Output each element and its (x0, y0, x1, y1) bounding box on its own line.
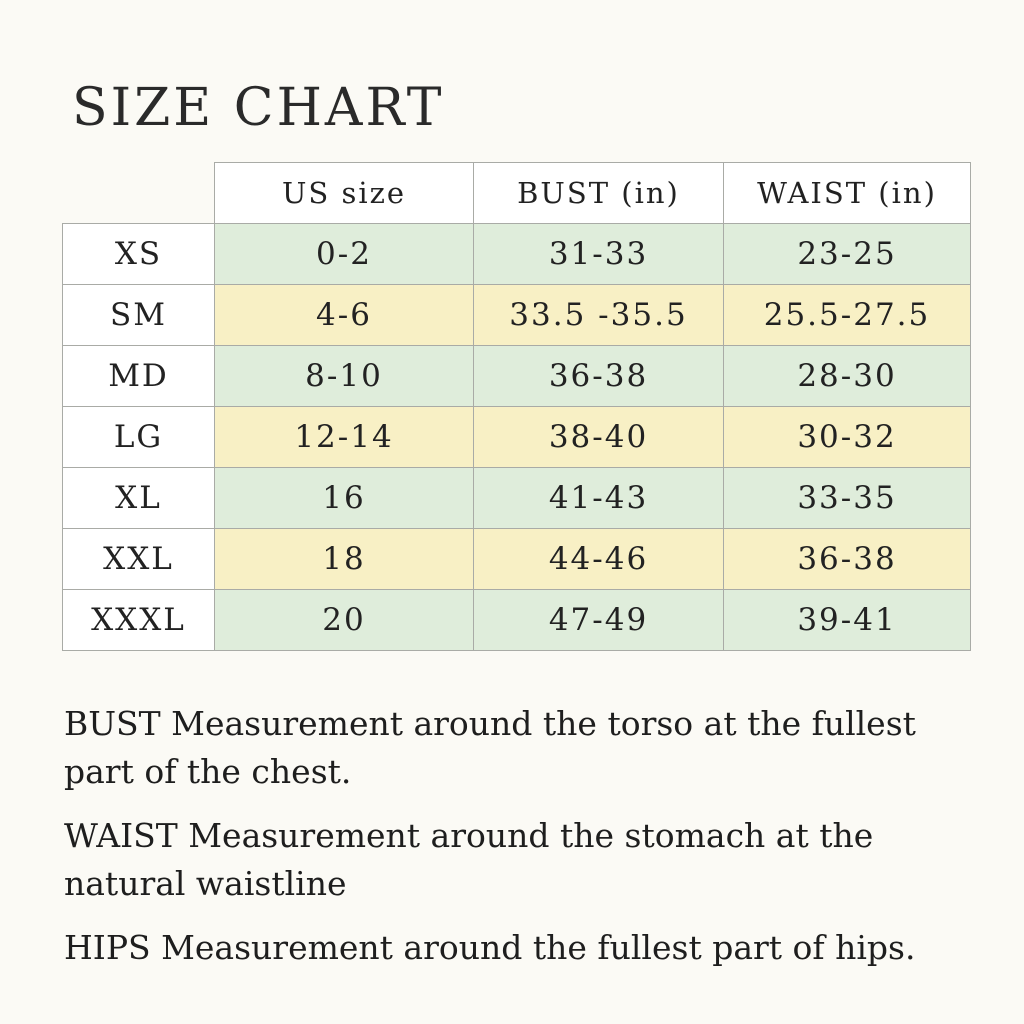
header-us-size: US size (214, 162, 474, 224)
bust-cell: 47-49 (473, 589, 724, 651)
bust-cell: 33.5 -35.5 (473, 284, 724, 346)
measurement-notes: BUST Measurement around the torso at the… (64, 700, 994, 988)
bust-cell: 31-33 (473, 223, 724, 285)
size-cell: SM (62, 284, 215, 346)
waist-cell: 23-25 (723, 223, 971, 285)
bust-cell: 36-38 (473, 345, 724, 407)
us-size-cell: 4-6 (214, 284, 474, 346)
bust-cell: 44-46 (473, 528, 724, 590)
us-size-cell: 18 (214, 528, 474, 590)
note-bust: BUST Measurement around the torso at the… (64, 704, 916, 791)
size-cell: XXL (62, 528, 215, 590)
size-cell: XS (62, 223, 215, 285)
bust-cell: 41-43 (473, 467, 724, 529)
size-cell: XL (62, 467, 215, 529)
page-title: SIZE CHART (72, 78, 445, 138)
us-size-cell: 0-2 (214, 223, 474, 285)
us-size-cell: 16 (214, 467, 474, 529)
table-header-row: US size BUST (in) WAIST (in) (62, 162, 971, 224)
note-waist: WAIST Measurement around the stomach at … (64, 816, 874, 903)
table-row: XXL 18 44-46 36-38 (62, 528, 971, 590)
table-row: XS 0-2 31-33 23-25 (62, 223, 971, 285)
table-row: MD 8-10 36-38 28-30 (62, 345, 971, 407)
waist-cell: 36-38 (723, 528, 971, 590)
size-cell: LG (62, 406, 215, 468)
note-hips: HIPS Measurement around the fullest part… (64, 928, 916, 967)
bust-cell: 38-40 (473, 406, 724, 468)
table-row: XL 16 41-43 33-35 (62, 467, 971, 529)
size-cell: XXXL (62, 589, 215, 651)
waist-cell: 39-41 (723, 589, 971, 651)
waist-cell: 25.5-27.5 (723, 284, 971, 346)
waist-cell: 28-30 (723, 345, 971, 407)
size-cell: MD (62, 345, 215, 407)
table-row: XXXL 20 47-49 39-41 (62, 589, 971, 651)
table-row: SM 4-6 33.5 -35.5 25.5-27.5 (62, 284, 971, 346)
waist-cell: 30-32 (723, 406, 971, 468)
table-row: LG 12-14 38-40 30-32 (62, 406, 971, 468)
header-waist: WAIST (in) (723, 162, 971, 224)
size-chart-table: US size BUST (in) WAIST (in) XS 0-2 31-33 2… (62, 162, 971, 651)
us-size-cell: 20 (214, 589, 474, 651)
waist-cell: 33-35 (723, 467, 971, 529)
header-empty (62, 162, 215, 224)
us-size-cell: 8-10 (214, 345, 474, 407)
us-size-cell: 12-14 (214, 406, 474, 468)
header-bust: BUST (in) (473, 162, 724, 224)
